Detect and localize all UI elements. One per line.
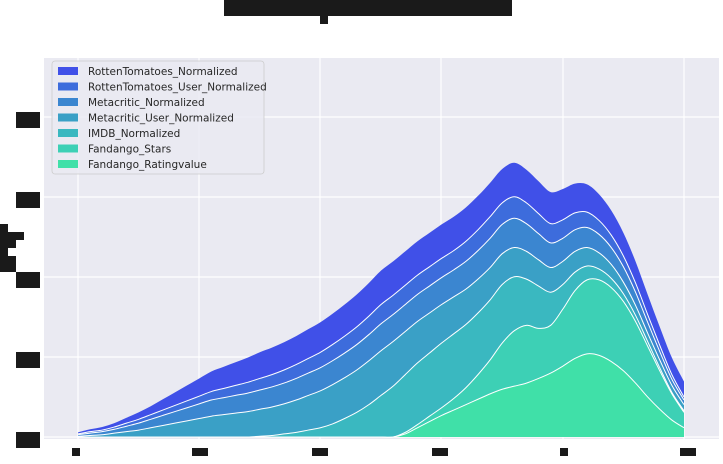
y-axis-ticks xyxy=(16,112,40,448)
legend-swatch xyxy=(58,129,78,137)
legend-swatch xyxy=(58,113,78,122)
x-tick-label xyxy=(680,448,696,456)
area-series-group xyxy=(77,162,685,438)
x-tick-label xyxy=(72,448,80,456)
area-rottentomatoes-user-normalized xyxy=(78,196,684,435)
legend-label: Fandango_Ratingvalue xyxy=(88,159,207,171)
area-metacritic-normalized xyxy=(78,218,684,437)
legend-swatch xyxy=(58,144,78,153)
legend-label: RottenTomatoes_Normalized xyxy=(88,66,238,78)
y-tick-label xyxy=(16,272,40,288)
area-rottentomatoes-normalized xyxy=(78,162,684,434)
legend-label: Fandango_Stars xyxy=(88,144,171,156)
legend-swatch xyxy=(58,98,78,106)
area-imdb-normalized xyxy=(78,265,684,438)
area-boundary-line xyxy=(78,265,685,438)
legend-label: RottenTomatoes_User_Normalized xyxy=(88,82,267,94)
y-tick-label xyxy=(16,432,40,448)
y-tick-label xyxy=(16,352,40,368)
x-axis-ticks xyxy=(72,448,696,456)
chart-title-redacted xyxy=(224,0,512,24)
legend-box xyxy=(51,60,265,175)
x-tick-label xyxy=(192,448,208,456)
area-fandango-ratingvalue xyxy=(78,353,684,438)
area-boundary-line xyxy=(77,246,685,437)
y-tick-label xyxy=(16,112,40,128)
legend-swatch xyxy=(58,67,78,75)
area-boundary-line xyxy=(77,196,685,435)
x-tick-label xyxy=(560,448,568,456)
x-tick-label xyxy=(312,448,328,456)
area-fandango-stars xyxy=(78,278,684,438)
legend-label: IMDB_Normalized xyxy=(88,128,180,140)
legend: RottenTomatoes_Normalized RottenTomatoes_… xyxy=(51,60,267,175)
y-axis-label-redacted xyxy=(0,224,24,272)
legend-swatch xyxy=(58,82,78,91)
legend-label: Metacritic_Normalized xyxy=(88,97,205,109)
x-tick-label xyxy=(432,448,448,456)
y-tick-label xyxy=(16,192,40,208)
legend-label: Metacritic_User_Normalized xyxy=(88,113,234,125)
legend-swatch xyxy=(58,160,78,168)
area-boundary-line xyxy=(77,217,685,436)
